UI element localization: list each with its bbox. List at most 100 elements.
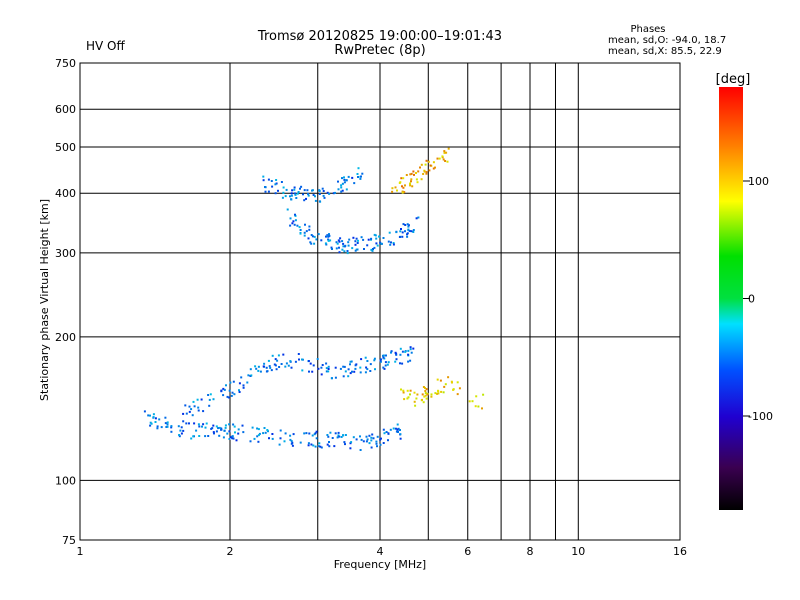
data-point [306, 189, 309, 192]
data-point [422, 401, 425, 404]
data-point [364, 371, 367, 374]
data-point [196, 398, 199, 401]
data-point [222, 387, 225, 390]
y-tick-label: 400 [55, 187, 76, 200]
data-point [327, 370, 330, 373]
data-point [339, 367, 342, 370]
data-point [149, 424, 152, 427]
data-point [309, 241, 312, 244]
data-point [395, 353, 398, 356]
x-tick-label: 1 [77, 545, 84, 558]
data-point [354, 249, 357, 252]
data-point [149, 414, 151, 417]
data-point [274, 192, 277, 195]
data-point [382, 354, 385, 357]
data-point [311, 434, 314, 437]
data-point [394, 360, 397, 363]
data-point [290, 366, 293, 369]
data-point [415, 217, 418, 220]
data-point [212, 424, 215, 427]
data-point [406, 233, 408, 236]
data-point [185, 412, 188, 415]
data-point [287, 364, 290, 367]
data-point [434, 392, 437, 395]
data-point [299, 441, 302, 444]
data-point [413, 391, 416, 394]
data-point [143, 410, 146, 413]
data-point [379, 438, 382, 441]
data-point [413, 173, 415, 176]
data-point [430, 393, 433, 396]
data-point [274, 183, 277, 186]
data-point [238, 389, 240, 392]
chart-subtitle: RwPretec (8p) [334, 43, 425, 58]
data-point [224, 426, 227, 429]
data-point [396, 189, 398, 192]
data-point [249, 368, 252, 371]
data-point [326, 235, 329, 238]
data-point [200, 398, 203, 401]
data-point [312, 364, 315, 367]
data-point [314, 432, 317, 435]
data-point [349, 442, 352, 445]
data-point [213, 432, 215, 435]
data-point [262, 179, 265, 182]
data-point [424, 163, 427, 166]
data-point [349, 447, 352, 450]
data-point [407, 349, 410, 352]
data-point [325, 235, 327, 238]
data-point [440, 390, 443, 393]
data-point [289, 438, 292, 441]
data-point [302, 193, 304, 196]
data-point [270, 369, 273, 372]
data-point [242, 384, 245, 387]
data-point [193, 405, 196, 408]
phases-x: mean, sd,X: 85.5, 22.9 [608, 46, 722, 57]
data-point [370, 446, 373, 449]
data-point [283, 440, 286, 443]
data-point [382, 428, 385, 431]
data-point [289, 360, 292, 363]
data-point [336, 242, 339, 245]
x-tick-label: 16 [673, 545, 687, 558]
data-point [279, 429, 282, 432]
data-point [350, 441, 353, 444]
data-point [331, 248, 333, 250]
data-point [325, 243, 328, 246]
data-point [423, 395, 426, 398]
data-point [391, 190, 394, 193]
data-point [325, 362, 328, 365]
data-point [387, 432, 390, 435]
data-point [231, 435, 234, 438]
data-point [278, 443, 281, 446]
data-point [406, 223, 409, 226]
data-point [299, 229, 302, 231]
data-point [318, 190, 321, 192]
data-point [320, 366, 323, 369]
data-point [327, 435, 330, 438]
data-point [207, 394, 210, 396]
data-point [297, 191, 300, 193]
data-point [417, 170, 420, 173]
data-point [270, 180, 273, 182]
data-point [350, 360, 353, 363]
data-point [294, 213, 296, 216]
data-point [308, 432, 311, 435]
data-point [222, 436, 225, 439]
data-point [204, 426, 207, 429]
data-point [165, 426, 168, 428]
data-point [156, 427, 159, 430]
data-point [367, 238, 370, 241]
data-point [295, 197, 298, 199]
data-point [208, 404, 211, 407]
data-point [195, 429, 198, 432]
data-point [349, 360, 352, 363]
data-point [170, 426, 173, 429]
data-point [379, 241, 382, 244]
data-point [185, 422, 188, 425]
data-point [328, 233, 330, 236]
data-point [319, 200, 322, 203]
data-point [401, 362, 404, 365]
data-point [262, 432, 265, 435]
data-point [402, 223, 405, 226]
